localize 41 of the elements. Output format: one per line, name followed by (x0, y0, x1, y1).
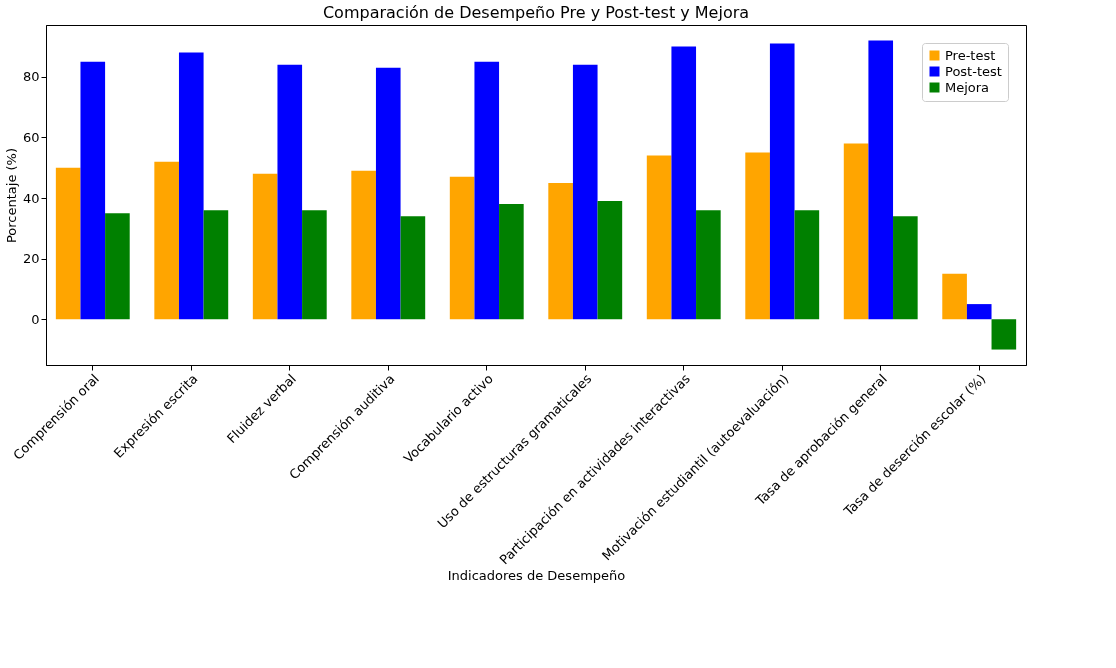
bar (375, 67, 401, 320)
legend-label: Pre-test (945, 47, 996, 63)
y-tick-label: 80 (22, 69, 40, 85)
chart-title: Comparación de Desempeño Pre y Post-test y Mejora (322, 3, 750, 22)
bar (449, 176, 475, 320)
legend-label: Mejora (945, 79, 990, 95)
bar (178, 52, 204, 320)
bar (80, 61, 106, 320)
bar (671, 46, 697, 320)
bar (868, 40, 894, 320)
x-axis-title: Indicadores de Desempeño (447, 567, 626, 583)
bar (769, 43, 795, 320)
bar (942, 273, 967, 320)
bar (252, 173, 278, 320)
bar (203, 210, 229, 320)
bar (548, 182, 573, 320)
bar (105, 213, 130, 320)
y-tick-label: 0 (31, 311, 40, 327)
bar (351, 170, 376, 320)
bar (597, 201, 623, 320)
bar (646, 155, 672, 320)
bar (991, 319, 1017, 350)
bar (572, 64, 598, 320)
bar (277, 64, 303, 320)
y-tick-label: 40 (22, 190, 40, 206)
y-axis-title: Porcentaje (%) (3, 147, 19, 244)
bar (302, 210, 327, 320)
bar (794, 210, 820, 320)
bar (893, 216, 918, 320)
bar (474, 61, 500, 320)
legend-label: Post-test (945, 63, 1002, 79)
bar (843, 143, 869, 320)
bar (55, 167, 81, 320)
y-tick-label: 60 (22, 129, 40, 145)
bar (745, 152, 770, 320)
bar (966, 304, 992, 320)
bar (499, 204, 524, 320)
bar (696, 210, 721, 320)
bar (400, 216, 426, 320)
y-tick-label: 20 (22, 251, 40, 267)
bar (154, 161, 179, 320)
